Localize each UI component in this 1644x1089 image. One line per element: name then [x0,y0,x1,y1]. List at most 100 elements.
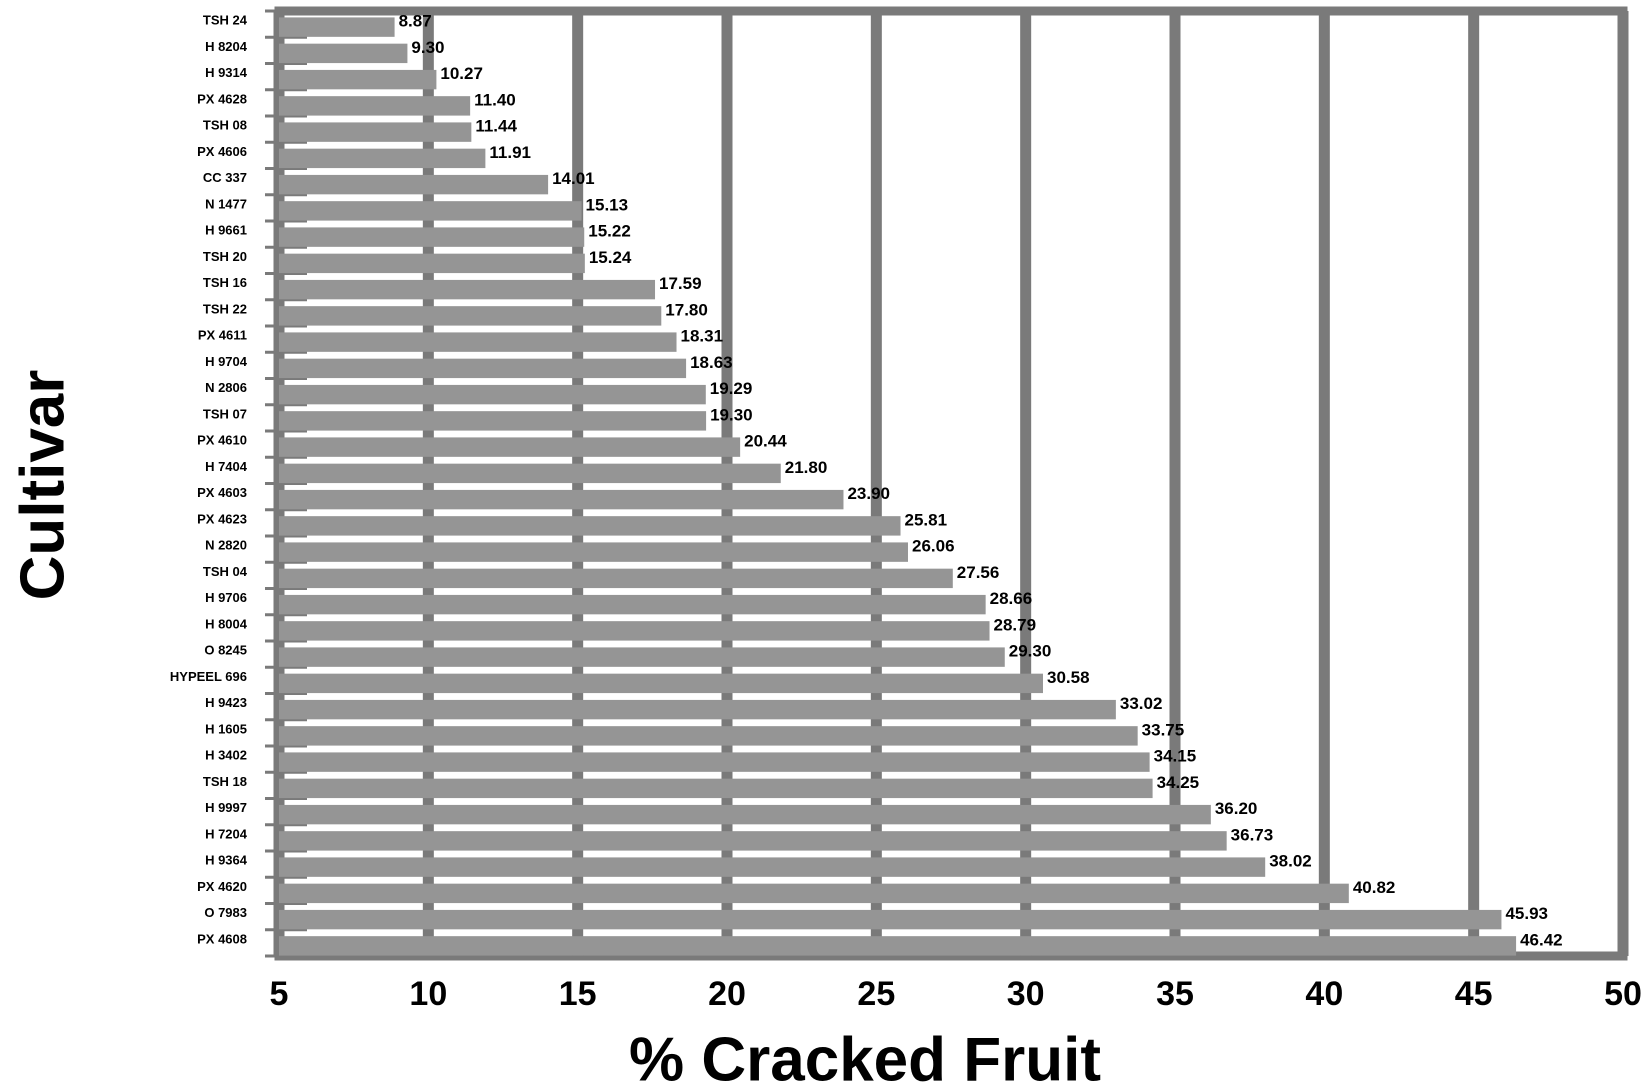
y-tick-label: H 1605 [205,721,247,736]
data-label: 18.31 [681,327,724,346]
y-tick-label: H 9704 [205,354,248,369]
y-tick-label: TSH 24 [203,13,248,28]
bar [279,804,1211,825]
bar [279,69,437,90]
data-label: 10.27 [440,64,483,83]
y-tick-label: N 2806 [205,380,247,395]
y-tick-label: H 9314 [205,65,248,80]
y-tick-label: TSH 18 [203,774,247,789]
bar [279,516,901,536]
bar [279,201,582,221]
x-tick-label: 20 [708,975,746,1013]
data-label: 11.91 [489,143,531,162]
data-label: 11.44 [475,117,517,136]
data-label: 21.80 [785,458,828,477]
y-tick-label: TSH 22 [203,301,247,316]
data-label: 36.73 [1231,825,1274,844]
data-label: 19.29 [710,379,753,398]
y-tick-label: PX 4623 [197,511,247,526]
data-label: 28.79 [994,615,1037,634]
data-label: 26.06 [912,537,955,556]
data-label: 34.15 [1154,747,1197,766]
y-tick-label: N 1477 [205,196,247,211]
data-label: 34.25 [1157,773,1200,792]
y-tick-label: H 3402 [205,748,247,763]
y-tick-label: TSH 04 [203,564,248,579]
bar [279,726,1138,746]
data-label: 28.66 [990,589,1033,608]
bar [279,831,1227,851]
bar [279,489,844,510]
x-tick-label: 10 [409,975,447,1013]
y-tick-label: H 9423 [205,695,247,710]
bar [279,936,1517,956]
x-tick-label: 15 [559,975,597,1013]
y-tick-label: PX 4620 [197,879,247,894]
bar [279,647,1005,667]
bar [279,411,707,431]
bar [279,122,472,142]
bar [279,358,687,379]
bar [279,909,1502,930]
bar [279,699,1116,720]
bar [279,752,1150,772]
data-label: 23.90 [847,484,890,503]
data-label: 11.40 [474,90,516,109]
bar [279,437,741,457]
x-tick-label: 30 [1007,975,1045,1013]
data-label: 15.22 [588,222,631,241]
y-tick-label: H 9364 [205,853,248,868]
x-tick-label: 40 [1305,975,1343,1013]
data-label: 19.30 [710,405,753,424]
y-tick-label: O 8245 [204,643,247,658]
x-axis-title: % Cracked Fruit [629,1025,1101,1089]
y-tick-label: TSH 08 [203,118,247,133]
bar [279,463,781,484]
y-tick-label: TSH 16 [203,275,247,290]
y-axis-title: Cultivar [8,370,77,601]
bar [279,778,1153,799]
data-label: 17.80 [665,300,708,319]
bar [279,253,585,274]
data-label: 46.42 [1520,930,1563,949]
x-tick-label: 45 [1455,975,1493,1013]
data-label: 29.30 [1009,642,1052,661]
bar [279,148,486,169]
data-label: 14.01 [552,169,595,188]
y-tick-label: H 8204 [205,39,248,54]
y-tick-label: PX 4628 [197,91,247,106]
y-tick-label: HYPEEL 696 [170,669,247,684]
data-label: 40.82 [1353,878,1396,897]
bar [279,542,908,562]
data-label: 25.81 [905,510,948,529]
x-tick-label: 5 [270,975,289,1013]
bar [279,621,990,641]
bar [279,279,656,300]
bar [279,594,986,615]
y-tick-label: CC 337 [203,170,247,185]
data-label: 18.63 [690,353,733,372]
x-tick-label: 35 [1156,975,1194,1013]
bar [279,174,549,195]
x-tick-label: 25 [857,975,895,1013]
data-label: 15.24 [589,248,632,267]
y-tick-label: TSH 20 [203,249,247,264]
y-tick-label: H 7204 [205,826,248,841]
data-label: 17.59 [659,274,702,293]
y-tick-label: PX 4611 [198,328,247,343]
y-tick-label: H 8004 [205,616,248,631]
y-tick-label: PX 4610 [197,433,247,448]
bar [279,96,471,116]
y-tick-label: H 9997 [205,800,247,815]
bar [279,17,395,37]
bar [279,332,677,352]
bar [279,43,408,64]
y-tick-label: H 9661 [205,223,247,238]
bar [279,883,1349,904]
bar [279,857,1266,877]
data-label: 38.02 [1269,852,1312,871]
data-label: 33.02 [1120,694,1163,713]
data-label: 27.56 [957,563,1000,582]
x-tick-label: 50 [1604,975,1642,1013]
